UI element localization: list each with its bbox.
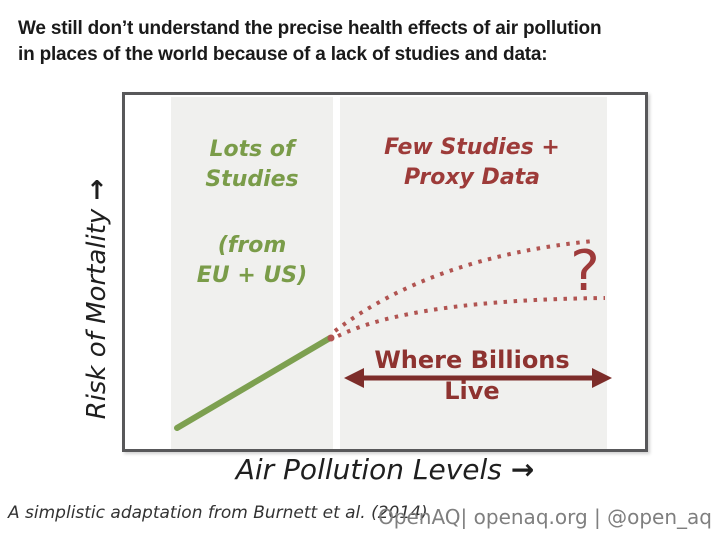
y-axis-label: Risk of Mortality → <box>82 164 112 434</box>
few-studies-region <box>340 97 607 449</box>
arrowhead-right-icon <box>592 368 612 388</box>
chart-plot-area: ? Lots of Studies (from EU + US) Few Stu… <box>122 92 648 452</box>
series-extrapolation-upper <box>333 239 594 333</box>
x-axis-label-text: Air Pollution Levels <box>235 453 502 486</box>
y-axis-label-text: Risk of Mortality <box>82 208 112 420</box>
junction-dot <box>327 334 335 342</box>
series-established-risk-curve <box>174 335 333 431</box>
plot-svg: ? <box>171 97 612 449</box>
question-mark-annotation: ? <box>570 239 600 304</box>
x-axis-label: Air Pollution Levels → <box>122 453 648 489</box>
up-arrow-icon: → <box>82 178 112 201</box>
title-line-2: in places of the world because of a lack… <box>18 44 548 65</box>
label-lots-of-studies: Lots of Studies <box>205 137 299 192</box>
branding-text: OpenAQ| openaq.org | @open_aq <box>378 505 712 529</box>
lots-of-studies-region <box>171 97 333 449</box>
label-from-eu-us: (from EU + US) <box>196 233 308 288</box>
label-few-studies-proxy-data: Few Studies + Proxy Data <box>384 135 560 190</box>
series-extrapolation-lower <box>337 296 606 338</box>
title-line-1: We still don’t understand the precise he… <box>18 18 602 39</box>
page-title: We still don’t understand the precise he… <box>18 16 714 68</box>
label-where-billions-live: Where Billions Live <box>374 346 570 405</box>
arrowhead-left-icon <box>344 368 364 388</box>
attribution-text: A simplistic adaptation from Burnett et … <box>8 503 428 523</box>
right-arrow-icon: → <box>510 453 535 486</box>
